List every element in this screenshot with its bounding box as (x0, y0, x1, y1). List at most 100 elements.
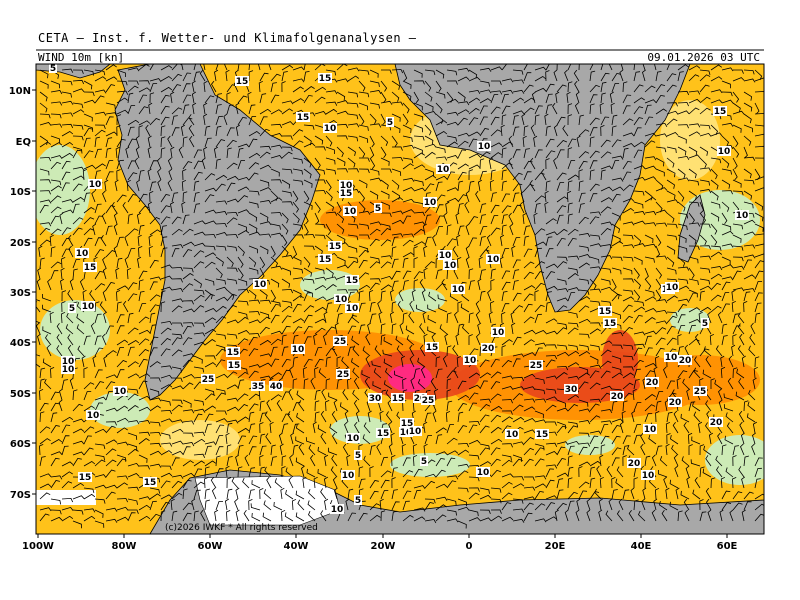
wind-barb (446, 509, 457, 516)
wind-barb (380, 479, 390, 489)
wind-barb (534, 483, 547, 489)
wind-barb (358, 124, 369, 131)
wind-barb (574, 80, 580, 93)
wind-barb (193, 171, 203, 181)
wind-barb (534, 66, 547, 71)
wind-barb (325, 101, 338, 106)
wind-barb (182, 446, 191, 456)
wind-label-bg (323, 123, 337, 133)
wind-barb (435, 181, 443, 192)
wind-barb (391, 179, 400, 190)
wind-barb (545, 396, 558, 401)
wind-barb (125, 146, 130, 159)
wind-barb (644, 296, 657, 302)
wind-barb (193, 203, 201, 214)
wind-barb (545, 104, 553, 115)
wind-barb (105, 374, 118, 379)
wind-barb (138, 406, 151, 412)
wind-barb (270, 168, 280, 177)
wind-barb (303, 305, 315, 313)
wind-barb (346, 454, 351, 467)
wind-barb (292, 423, 300, 434)
wind-barb (167, 179, 173, 192)
wind-barb (523, 406, 536, 412)
wind-barb (600, 125, 605, 137)
wind-barb (90, 322, 96, 335)
extreme-wind-zone (388, 364, 432, 392)
wind-barb (61, 506, 74, 511)
wind-barb (666, 311, 678, 317)
wind-barb (417, 378, 426, 390)
wind-barb (292, 245, 298, 258)
wind-barb (633, 402, 642, 412)
wind-barb (182, 273, 194, 280)
wind-barb (215, 392, 226, 401)
wind-barb (622, 244, 635, 249)
wind-barb (215, 139, 226, 148)
wind-barb (611, 240, 624, 247)
wind-barb (659, 501, 668, 511)
wind-barb (138, 420, 151, 425)
wind-barb (215, 211, 228, 216)
wind-barb (347, 168, 359, 173)
wind-barb (576, 135, 581, 148)
wind-barb (105, 469, 116, 478)
wind-barb (644, 363, 657, 368)
wind-label-bg (49, 64, 57, 73)
wind-barb (633, 127, 642, 137)
wind-speed-label: 10 (114, 387, 127, 397)
wind-barb (684, 509, 690, 522)
wind-barb (589, 193, 598, 203)
wind-barb (673, 454, 679, 467)
wind-barb (94, 369, 103, 379)
wind-barb (39, 227, 51, 236)
wind-barb (358, 302, 366, 313)
wind-barb (567, 311, 578, 318)
wind-barb (589, 364, 602, 369)
wind-barb (552, 102, 558, 115)
wind-barb (512, 305, 524, 313)
wind-barb (160, 65, 173, 71)
wind-barb (94, 396, 107, 401)
wind-barb (633, 424, 642, 434)
wind-barb (122, 201, 129, 214)
wind-barb (611, 477, 616, 489)
wind-barb (523, 458, 534, 467)
wind-barb (380, 212, 392, 218)
wind-barb (39, 91, 48, 102)
wind-barb (699, 466, 705, 478)
wind-barb (611, 332, 624, 337)
wind-barb (270, 155, 283, 159)
wind-barb (611, 293, 622, 302)
wind-barb (688, 98, 701, 104)
wind-barb (266, 399, 272, 412)
wind-speed-label: 15 (84, 263, 97, 273)
wind-barb (501, 443, 513, 448)
wind-barb (567, 425, 578, 434)
wind-barb (94, 69, 106, 76)
wind-barb (600, 267, 612, 274)
wind-barb (600, 92, 606, 104)
wind-barb (116, 475, 129, 480)
wind-barb (310, 454, 316, 467)
wind-barb (475, 190, 481, 203)
wind-label-bg (693, 386, 707, 396)
wind-barb (298, 400, 305, 412)
wind-barb (237, 256, 244, 268)
wind-barb (61, 445, 69, 456)
wind-barb (389, 289, 395, 302)
wind-barb (138, 106, 149, 115)
wind-barb (127, 126, 135, 137)
wind-barb (738, 466, 745, 478)
wind-barb (479, 236, 486, 247)
wind-barb (215, 333, 227, 340)
wind-barb (61, 182, 70, 192)
wind-barb (721, 292, 730, 302)
wind-barb (468, 164, 481, 170)
wind-barb (545, 271, 556, 280)
wind-barb (171, 457, 180, 467)
wind-barb (248, 104, 256, 115)
wind-barb (475, 300, 481, 313)
wind-barb (259, 179, 270, 187)
wind-barb (479, 380, 488, 390)
